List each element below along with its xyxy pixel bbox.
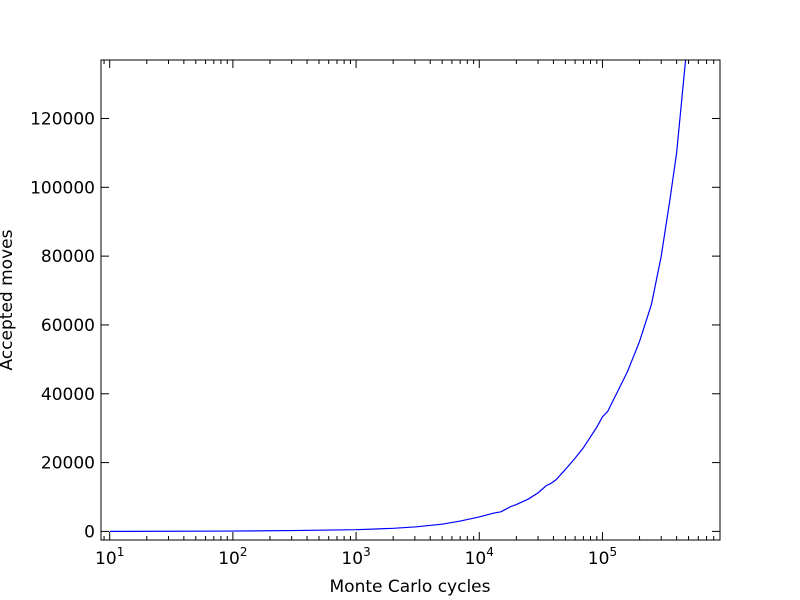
y-tick-label: 20000 xyxy=(41,454,95,474)
plot-frame xyxy=(100,59,721,541)
x-tick-label: 102 xyxy=(218,545,247,569)
x-tick-label: 103 xyxy=(341,545,370,569)
y-axis-label: Accepted moves xyxy=(0,229,17,370)
x-axis-label: Monte Carlo cycles xyxy=(330,577,491,597)
y-tick-label: 100000 xyxy=(30,178,95,198)
x-tick-label: 101 xyxy=(95,545,124,569)
y-tick-label: 0 xyxy=(84,522,95,542)
y-tick-label: 120000 xyxy=(30,109,95,129)
y-tick-label: 40000 xyxy=(41,385,95,405)
series-line xyxy=(109,60,687,533)
plot-background xyxy=(101,60,720,540)
x-tick-label: 105 xyxy=(588,545,617,569)
y-tick-label: 60000 xyxy=(41,316,95,336)
x-tick-label: 104 xyxy=(465,545,494,569)
y-tick-label: 80000 xyxy=(41,247,95,267)
